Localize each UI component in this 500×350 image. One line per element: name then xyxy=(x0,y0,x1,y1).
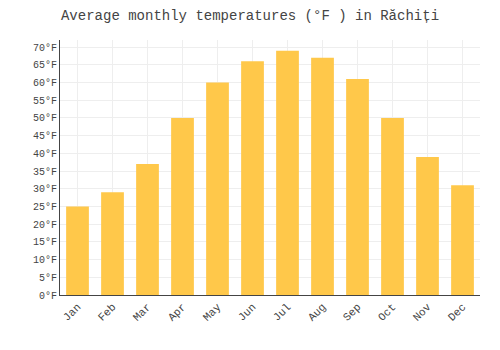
svg-text:Jun: Jun xyxy=(236,301,258,323)
svg-text:Feb: Feb xyxy=(96,301,118,323)
svg-text:70°F: 70°F xyxy=(33,43,57,54)
svg-text:20°F: 20°F xyxy=(33,220,57,231)
svg-text:Oct: Oct xyxy=(376,301,398,323)
svg-text:40°F: 40°F xyxy=(33,149,57,160)
svg-text:Jan: Jan xyxy=(61,301,83,323)
svg-text:25°F: 25°F xyxy=(33,202,57,213)
svg-text:5°F: 5°F xyxy=(39,273,57,284)
svg-text:35°F: 35°F xyxy=(33,167,57,178)
svg-text:Aug: Aug xyxy=(306,301,328,323)
svg-text:May: May xyxy=(201,301,224,324)
svg-text:0°F: 0°F xyxy=(39,291,57,302)
svg-text:Sep: Sep xyxy=(341,301,363,323)
svg-text:Nov: Nov xyxy=(411,301,434,324)
svg-text:15°F: 15°F xyxy=(33,237,57,248)
svg-text:Mar: Mar xyxy=(131,301,153,323)
svg-text:60°F: 60°F xyxy=(33,78,57,89)
svg-text:Average monthly temperatures (: Average monthly temperatures (°F ) in Ră… xyxy=(61,8,439,24)
svg-text:50°F: 50°F xyxy=(33,113,57,124)
svg-text:65°F: 65°F xyxy=(33,60,57,71)
svg-text:Jul: Jul xyxy=(271,301,293,323)
svg-text:10°F: 10°F xyxy=(33,255,57,266)
svg-text:55°F: 55°F xyxy=(33,96,57,107)
svg-text:45°F: 45°F xyxy=(33,131,57,142)
svg-text:30°F: 30°F xyxy=(33,184,57,195)
svg-text:Dec: Dec xyxy=(446,301,468,323)
svg-text:Apr: Apr xyxy=(166,301,188,323)
